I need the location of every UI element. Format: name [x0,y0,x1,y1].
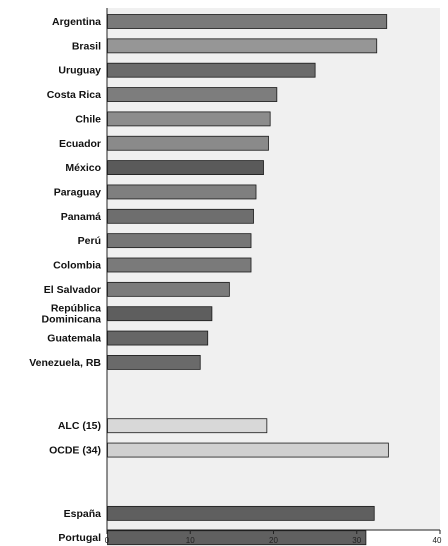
category-label: Panamá [61,211,101,223]
bar [107,330,209,346]
x-axis-ticks: 0 10 20 30 40 [105,530,442,545]
category-label: Colombia [53,260,101,272]
bar [107,184,257,200]
bar [107,160,264,176]
category-label: Guatemala [47,333,101,345]
bar [107,87,278,102]
category-label: Chile [75,113,101,125]
category-label: Ecuador [59,138,101,150]
bar [107,354,201,370]
bar [107,505,375,521]
bar [107,135,269,151]
bar [107,257,252,273]
bar [107,418,268,434]
category-label: Costa Rica [47,89,101,101]
category-label: OCDE (34) [49,445,101,457]
bar [107,62,316,78]
bar [107,38,378,54]
category-label: ALC (15) [58,420,101,432]
category-label: Paraguay [54,186,101,198]
category-label: España [64,508,102,520]
x-tick-label: 30 [352,536,361,545]
category-label: Argentina [52,16,101,28]
bar [107,442,389,458]
category-label: Brasil [72,40,101,52]
category-labels: Argentina Brasil Uruguay Costa Rica Chile Ecu… [29,16,101,544]
x-tick-label: 20 [269,536,278,545]
category-label: El Salvador [44,284,101,296]
category-label: México [65,162,101,174]
x-tick-label: 40 [433,536,442,545]
category-label: República Dominicana [41,303,101,326]
bar [107,530,367,546]
category-label: Perú [78,235,101,247]
x-tick-label: 10 [186,536,195,545]
x-tick-label: 0 [105,536,110,545]
category-label: Venezuela, RB [29,357,101,369]
bar [107,306,213,322]
category-label: Uruguay [58,65,101,77]
bar [107,208,254,224]
bar [107,233,252,249]
bar [107,281,230,297]
bar [107,111,271,127]
bar [107,14,388,29]
category-label: Portugal [58,532,101,544]
